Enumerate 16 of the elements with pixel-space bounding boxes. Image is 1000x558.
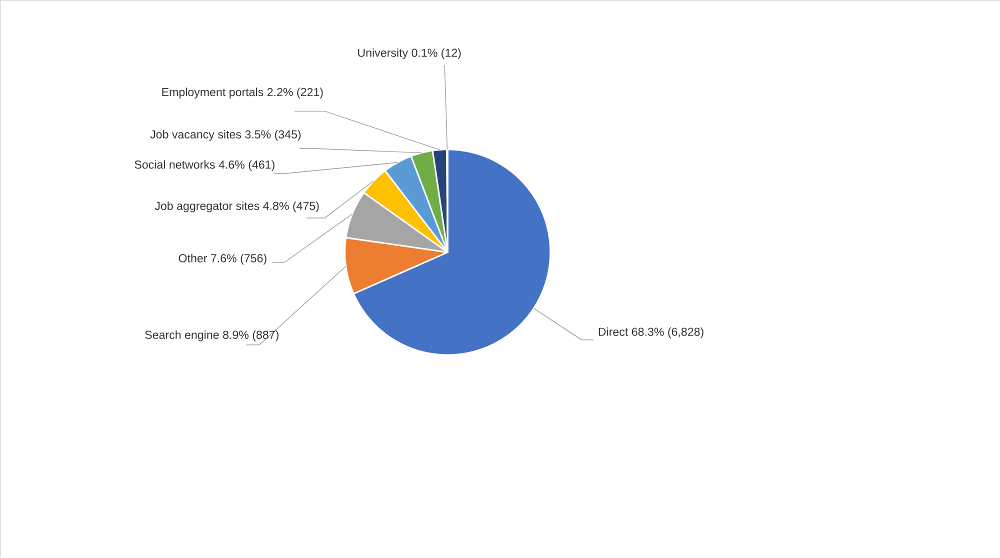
data-label: 4.6% (461) — [218, 160, 274, 172]
data-label: 68.3% (6,828) — [632, 327, 704, 338]
slice-label: Other — [178, 254, 208, 262]
slice-label: Direct — [598, 327, 628, 336]
data-label: 0.1% (12) — [412, 48, 461, 60]
slice-label: Search engine — [145, 330, 219, 342]
data-label: 2.2% (221) — [267, 88, 323, 99]
data-label: 7.6% (756) — [211, 254, 266, 265]
data-label: 3.5% (345) — [245, 130, 301, 141]
data-label: 4.8% (475) — [263, 202, 319, 212]
slice-label: Job aggregator sites — [154, 202, 260, 212]
data-label: 8.9% (887) — [223, 330, 278, 342]
slice-label: University — [358, 48, 408, 60]
slice-label: Social networks — [134, 160, 215, 169]
slice-label: Job vacancy sites — [150, 130, 242, 141]
slice-label: Employment portals — [162, 88, 264, 99]
